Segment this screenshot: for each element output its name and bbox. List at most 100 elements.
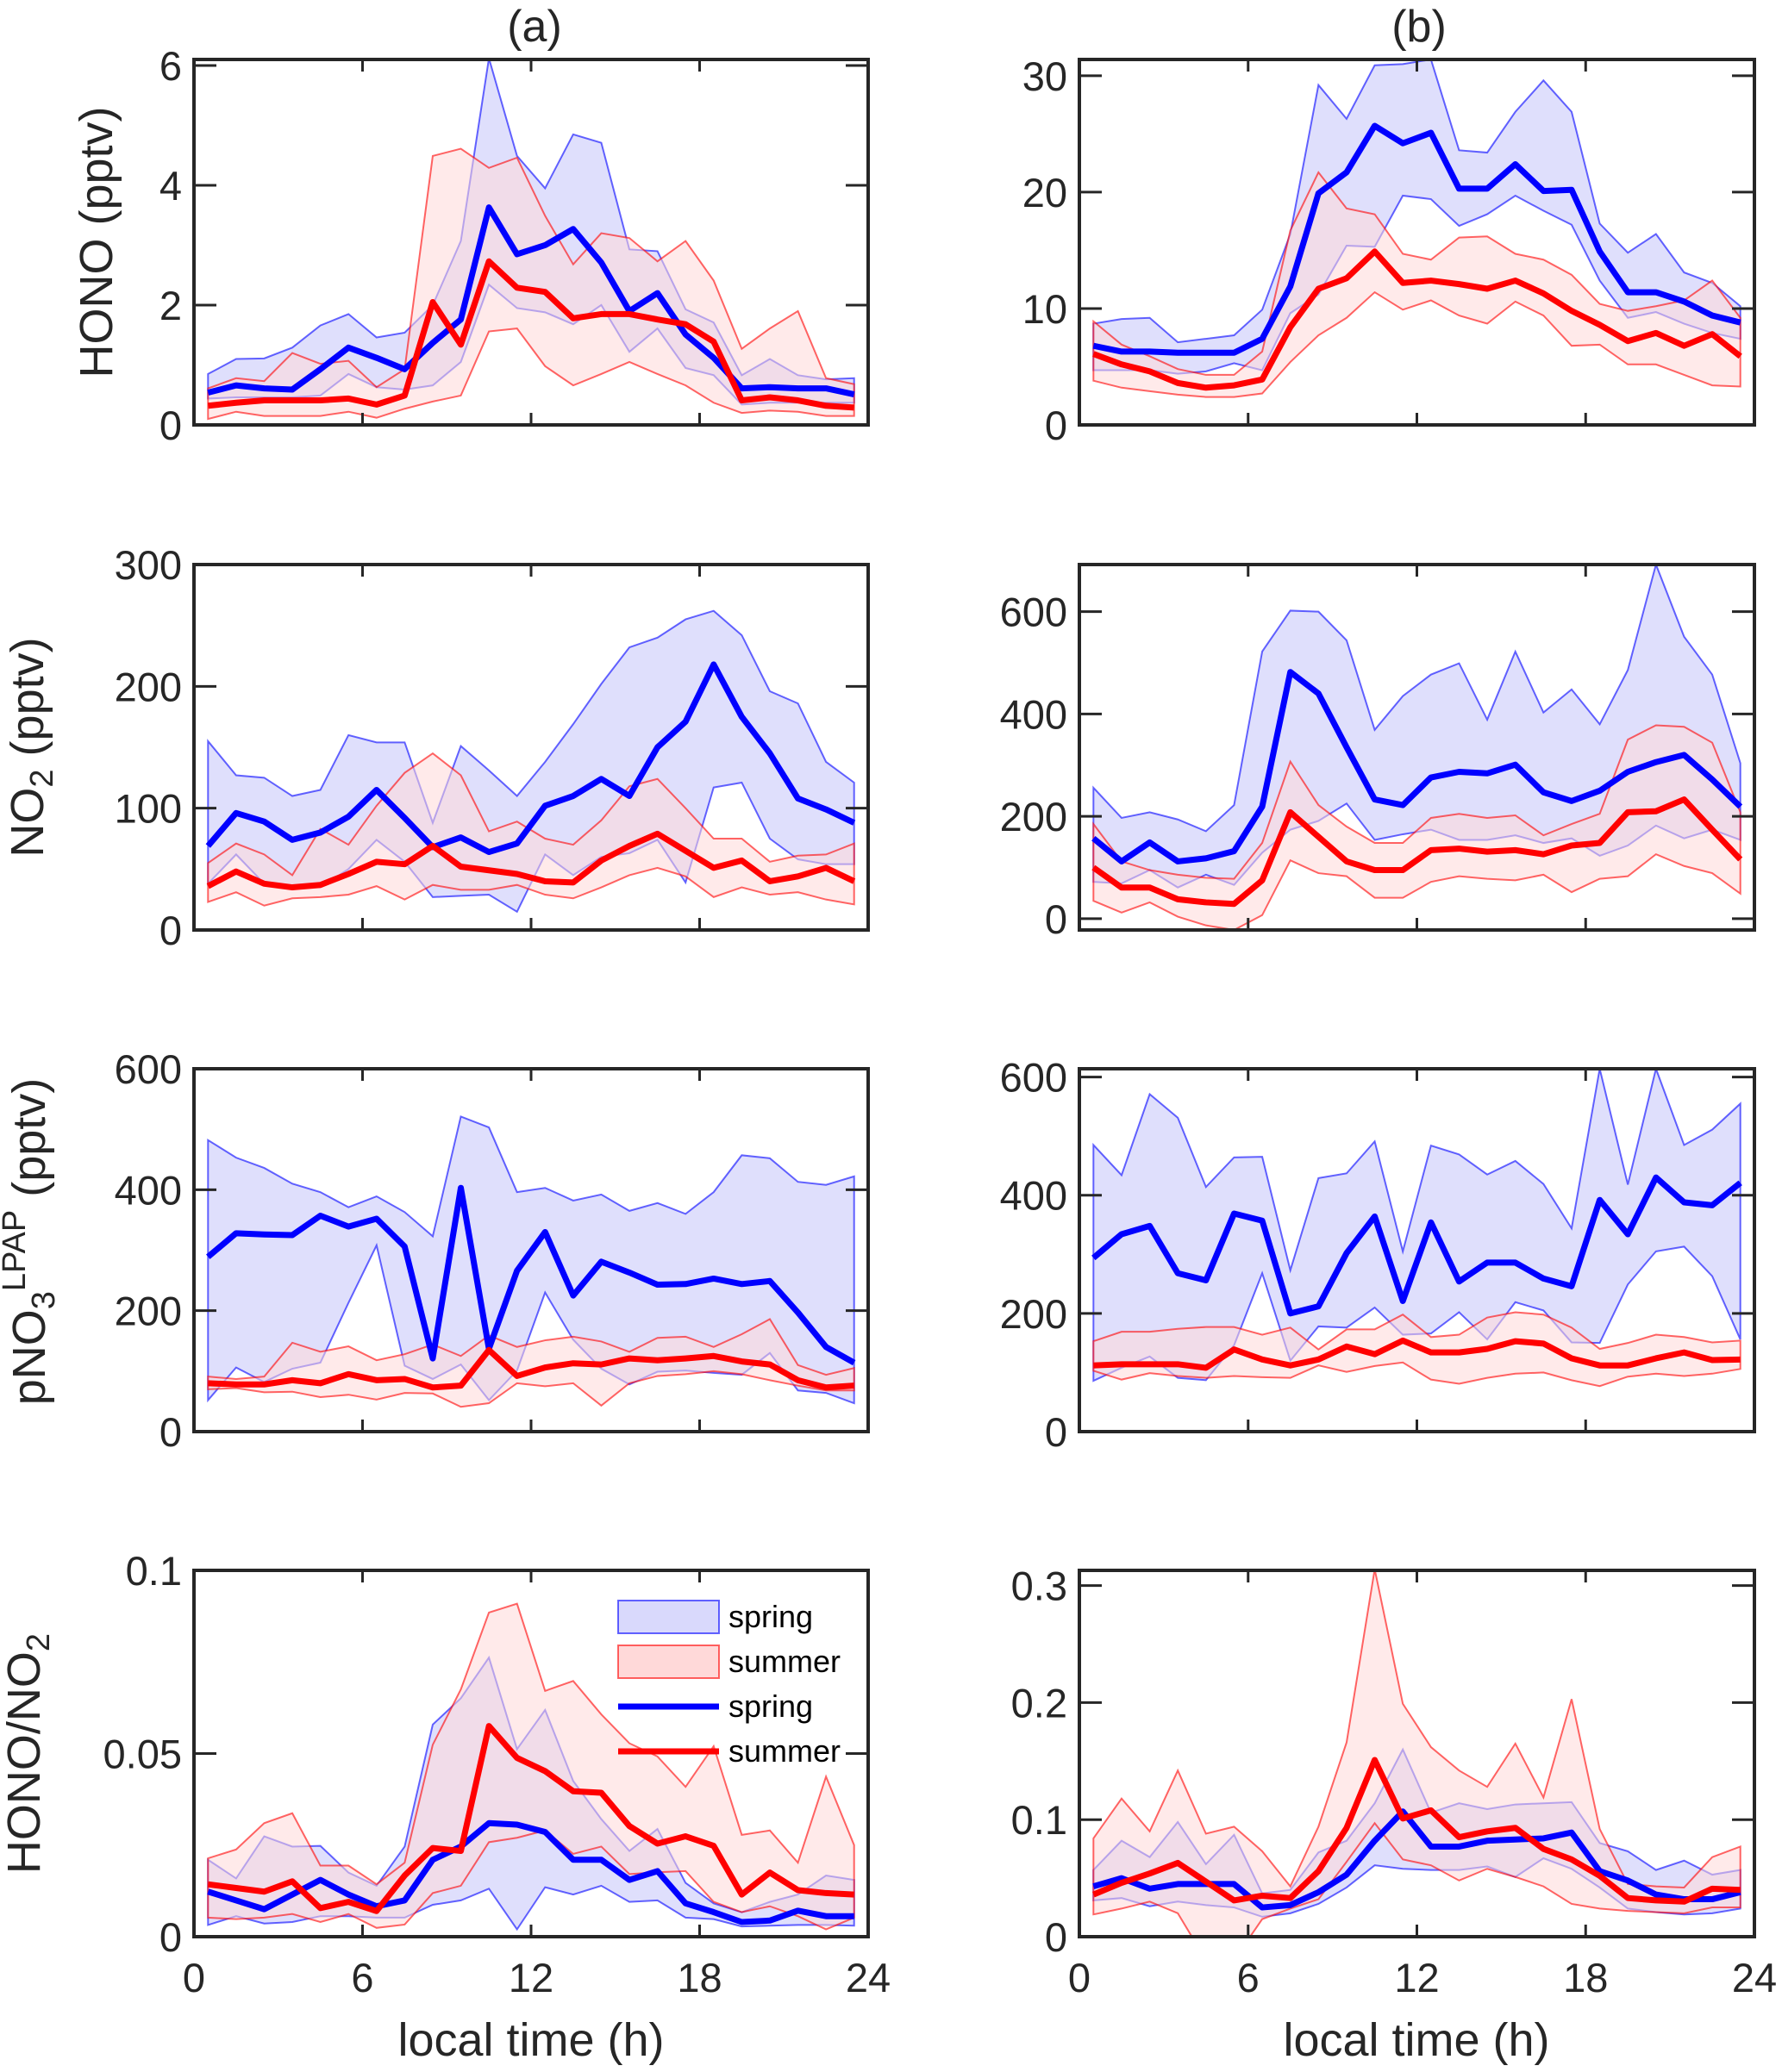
summer-mean-line xyxy=(1092,248,1742,391)
plot-area xyxy=(207,1602,855,1932)
legend-label: spring xyxy=(728,1688,813,1724)
y-tick-label: 200 xyxy=(1000,794,1067,839)
y-tick-label: 4 xyxy=(159,163,182,209)
legend-swatch-band xyxy=(617,1600,720,1634)
panel-b1: 0 10 20 30 xyxy=(1022,53,1756,448)
y-axis-label-part: NO xyxy=(2,788,53,858)
y-tick-label: 0.1 xyxy=(1011,1797,1067,1843)
spring-mean-line xyxy=(207,1819,854,1925)
plot-area xyxy=(1091,1069,1742,1388)
y-axis-label-part: HONO/NO xyxy=(0,1651,50,1874)
panel-a3: 0 200 400 600 pNO3LPAP (pptv) xyxy=(0,1046,870,1455)
y-axis-label-part: LPAP xyxy=(0,1210,33,1291)
legend-label: summer xyxy=(728,1733,841,1769)
legend-swatch-band xyxy=(617,1644,720,1679)
y-tick-label: 100 xyxy=(115,786,182,832)
spring-mean-line xyxy=(1091,1174,1742,1317)
y-tick-label: 0 xyxy=(159,908,182,953)
summer-mean-line xyxy=(1091,796,1743,908)
x-tick-label: 24 xyxy=(1732,1955,1777,2000)
x-tick-label: 6 xyxy=(351,1955,373,2000)
y-tick-label: 600 xyxy=(115,1046,182,1092)
x-tick-label: 24 xyxy=(846,1955,891,2000)
y-axis-label: pNO3LPAP (pptv) xyxy=(0,1078,62,1406)
y-axis-label-part: 2 xyxy=(24,769,60,787)
y-tick-label: 400 xyxy=(115,1167,182,1213)
legend-label: summer xyxy=(728,1644,841,1679)
y-tick-label: 0 xyxy=(1045,1914,1067,1960)
y-tick-label: 600 xyxy=(1000,1055,1067,1101)
legend: spring summer spring summer xyxy=(617,1599,841,1769)
y-tick-label: 0.05 xyxy=(103,1732,182,1777)
summer-mean-line xyxy=(208,1346,854,1391)
y-axis-label-part: (pptv) xyxy=(2,637,53,769)
y-tick-label: 0 xyxy=(1045,896,1067,942)
x-tick-label: 18 xyxy=(1563,1955,1608,2000)
plot-area xyxy=(207,59,855,421)
column-title-a: (a) xyxy=(507,2,562,52)
y-tick-label: 200 xyxy=(115,1289,182,1334)
y-axis-label-part: 3 xyxy=(26,1291,62,1309)
panel-b4: 0 6 12 18 24 0 0.1 0.2 0.3 xyxy=(1011,1563,1777,2000)
plot-area xyxy=(1092,59,1742,398)
summer-mean-line xyxy=(207,1723,854,1914)
y-axis-label-part: 2 xyxy=(21,1633,57,1651)
y-tick-label: 2 xyxy=(159,283,182,328)
panel-b2: 0 200 400 600 xyxy=(1000,563,1756,942)
y-tick-label: 600 xyxy=(1000,590,1067,635)
y-tick-label: 10 xyxy=(1022,286,1067,332)
summer-mean-line xyxy=(1093,1337,1741,1371)
y-axis-label-part: HONO (pptv) xyxy=(71,106,122,378)
y-tick-label: 200 xyxy=(1000,1291,1067,1337)
plot-area xyxy=(1091,1570,1741,1937)
y-tick-label: 0 xyxy=(159,1409,182,1455)
summer-range-band xyxy=(207,147,855,421)
column-title-b: (b) xyxy=(1391,2,1447,52)
y-axis-label-part: pNO xyxy=(3,1309,55,1405)
panel-a1: 0 2 4 6 HONO (pptv) xyxy=(71,43,870,448)
y-axis-label: HONO/NO2 xyxy=(0,1633,57,1874)
plot-area xyxy=(205,609,856,914)
x-axis-label-a: local time (h) xyxy=(397,2014,664,2066)
summer-mean-line xyxy=(207,258,854,411)
y-axis-label-part: (pptv) xyxy=(3,1078,55,1210)
summer-mean-line xyxy=(206,830,856,891)
y-tick-label: 0 xyxy=(159,403,182,448)
plot-area xyxy=(206,1115,856,1408)
y-tick-label: 400 xyxy=(1000,1173,1067,1219)
y-tick-label: 0.1 xyxy=(126,1548,182,1594)
y-tick-label: 300 xyxy=(115,542,182,588)
y-tick-label: 400 xyxy=(1000,691,1067,737)
panel-b3: 0 200 400 600 xyxy=(1000,1055,1756,1455)
y-tick-label: 0 xyxy=(1045,403,1067,448)
spring-mean-line xyxy=(205,661,856,856)
spring-mean-line xyxy=(206,1184,856,1366)
y-tick-label: 6 xyxy=(159,43,182,89)
panel-a2: 0 100 200 300 NO2 (pptv) xyxy=(2,542,870,953)
y-tick-label: 0.3 xyxy=(1011,1563,1067,1609)
spring-mean-line xyxy=(1092,1808,1741,1911)
y-tick-label: 30 xyxy=(1022,53,1067,99)
x-tick-label: 18 xyxy=(677,1955,722,2000)
y-tick-label: 0 xyxy=(1045,1409,1067,1455)
spring-mean-line xyxy=(1091,669,1743,864)
y-tick-label: 0 xyxy=(159,1914,182,1960)
x-tick-label: 0 xyxy=(1068,1955,1091,2000)
y-axis-label: NO2 (pptv) xyxy=(2,637,60,857)
y-axis-label: HONO (pptv) xyxy=(71,106,122,378)
y-tick-label: 20 xyxy=(1022,170,1067,215)
panel-a4: 0 6 12 18 2400.050.1HONO/NO2springsummerspri… xyxy=(0,1548,891,2000)
plot-area xyxy=(1091,565,1743,930)
summer-mean-line xyxy=(1091,1757,1741,1905)
summer-range-band xyxy=(1092,724,1741,930)
legend-label: spring xyxy=(728,1599,813,1634)
x-tick-label: 12 xyxy=(1394,1955,1439,2000)
spring-mean-line xyxy=(1092,122,1741,356)
y-tick-label: 0.2 xyxy=(1011,1680,1067,1726)
spring-mean-line xyxy=(207,204,855,397)
x-tick-label: 0 xyxy=(183,1955,205,2000)
x-axis-label-b: local time (h) xyxy=(1283,2014,1549,2066)
y-tick-label: 200 xyxy=(115,664,182,709)
x-tick-label: 6 xyxy=(1237,1955,1260,2000)
